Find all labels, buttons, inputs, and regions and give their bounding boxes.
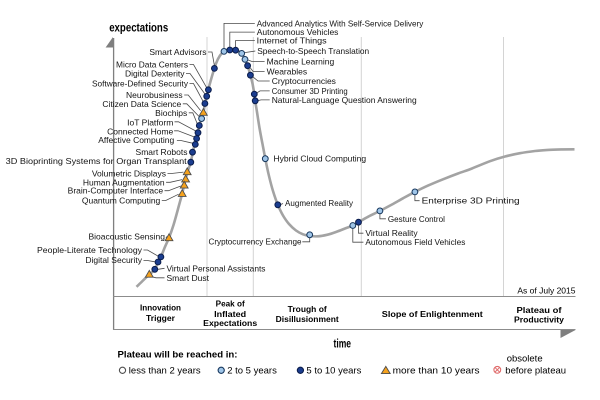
svg-text:Connected Home: Connected Home bbox=[107, 126, 173, 136]
svg-text:Neurobusiness: Neurobusiness bbox=[126, 90, 183, 100]
svg-text:Virtual Personal Assistants: Virtual Personal Assistants bbox=[167, 263, 266, 273]
svg-text:Trigger: Trigger bbox=[146, 314, 175, 323]
svg-text:3D Bioprinting Systems for Org: 3D Bioprinting Systems for Organ Transpl… bbox=[6, 156, 188, 166]
svg-text:Advanced Analytics With Self-S: Advanced Analytics With Self-Service Del… bbox=[257, 18, 424, 28]
svg-text:Slope of Enlightenment: Slope of Enlightenment bbox=[382, 310, 483, 319]
svg-text:IoT Platform: IoT Platform bbox=[127, 117, 173, 127]
svg-text:Digital Dexterity: Digital Dexterity bbox=[125, 69, 185, 79]
svg-text:People-Literate Technology: People-Literate Technology bbox=[37, 245, 143, 255]
svg-text:Speech-to-Speech Translation: Speech-to-Speech Translation bbox=[257, 46, 369, 56]
svg-text:Smart Advisors: Smart Advisors bbox=[149, 47, 206, 57]
svg-text:Smart Dust: Smart Dust bbox=[167, 273, 210, 283]
svg-text:Smart Robots: Smart Robots bbox=[136, 147, 188, 157]
svg-text:Plateau of: Plateau of bbox=[517, 306, 562, 315]
svg-text:Productivity: Productivity bbox=[514, 315, 565, 324]
svg-text:obsolete: obsolete bbox=[507, 353, 543, 364]
svg-text:before plateau: before plateau bbox=[505, 366, 566, 377]
svg-text:Consumer 3D Printing: Consumer 3D Printing bbox=[272, 86, 348, 96]
svg-text:Expectations: Expectations bbox=[203, 319, 258, 328]
svg-text:Gesture Control: Gesture Control bbox=[388, 214, 445, 224]
svg-text:Citizen Data Science: Citizen Data Science bbox=[102, 99, 181, 109]
svg-text:Digital Security: Digital Security bbox=[85, 255, 142, 265]
svg-text:Quantum Computing: Quantum Computing bbox=[82, 196, 161, 206]
svg-text:Micro Data Centers: Micro Data Centers bbox=[116, 60, 188, 70]
svg-text:Internet of Things: Internet of Things bbox=[257, 36, 327, 46]
svg-text:Peak of: Peak of bbox=[216, 300, 245, 309]
svg-text:Wearables: Wearables bbox=[267, 66, 307, 76]
svg-text:Trough of: Trough of bbox=[288, 305, 327, 314]
svg-text:Virtual Reality: Virtual Reality bbox=[365, 228, 418, 238]
svg-text:Autonomous Field Vehicles: Autonomous Field Vehicles bbox=[365, 237, 465, 247]
svg-text:Hybrid Cloud Computing: Hybrid Cloud Computing bbox=[274, 154, 367, 164]
svg-text:Volumetric Displays: Volumetric Displays bbox=[92, 169, 166, 179]
svg-text:less than 2 years: less than 2 years bbox=[129, 366, 201, 377]
svg-text:Natural-Language Question Answ: Natural-Language Question Answering bbox=[272, 95, 417, 105]
svg-text:Plateau will be reached in:: Plateau will be reached in: bbox=[118, 350, 238, 361]
svg-text:As of July 2015: As of July 2015 bbox=[517, 286, 575, 296]
svg-text:5 to 10 years: 5 to 10 years bbox=[306, 366, 361, 377]
svg-text:Affective Computing: Affective Computing bbox=[98, 135, 174, 145]
svg-text:expectations: expectations bbox=[109, 21, 168, 35]
svg-text:Cryptocurrencies: Cryptocurrencies bbox=[272, 76, 336, 86]
svg-text:Biochips: Biochips bbox=[155, 108, 187, 118]
svg-text:Enterprise 3D Printing: Enterprise 3D Printing bbox=[422, 196, 520, 206]
svg-text:Disillusionment: Disillusionment bbox=[276, 315, 339, 324]
svg-text:more than 10 years: more than 10 years bbox=[393, 366, 480, 377]
svg-text:2 to 5 years: 2 to 5 years bbox=[227, 366, 277, 377]
svg-text:Inflated: Inflated bbox=[214, 310, 246, 319]
svg-text:Brain-Computer Interface: Brain-Computer Interface bbox=[68, 186, 164, 196]
svg-text:Cryptocurrency Exchange: Cryptocurrency Exchange bbox=[209, 237, 302, 247]
svg-text:Bioacoustic Sensing: Bioacoustic Sensing bbox=[88, 232, 165, 242]
svg-text:Human Augmentation: Human Augmentation bbox=[83, 177, 165, 187]
svg-text:Augmented Reality: Augmented Reality bbox=[285, 198, 354, 208]
svg-text:time: time bbox=[334, 337, 352, 351]
svg-text:Innovation: Innovation bbox=[140, 303, 181, 312]
svg-text:Software-Defined Security: Software-Defined Security bbox=[92, 79, 189, 89]
svg-text:Autonomous Vehicles: Autonomous Vehicles bbox=[257, 27, 339, 37]
svg-text:Machine Learning: Machine Learning bbox=[267, 57, 335, 67]
